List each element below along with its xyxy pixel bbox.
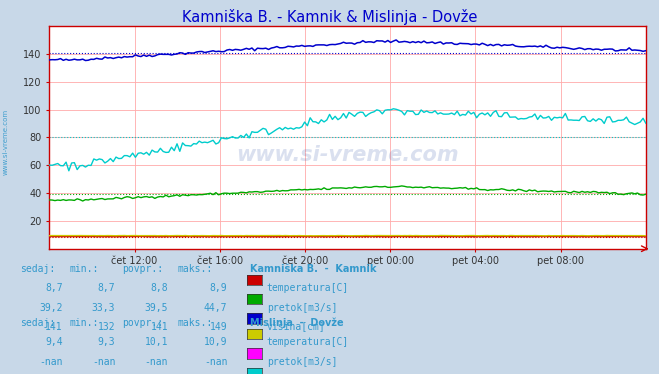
Text: Mislinja  -  Dovže: Mislinja - Dovže [250, 318, 344, 328]
Text: 10,1: 10,1 [144, 337, 168, 347]
Text: sedaj:: sedaj: [20, 264, 55, 274]
Text: 8,9: 8,9 [210, 283, 227, 293]
Text: min.:: min.: [69, 318, 99, 328]
Text: 8,7: 8,7 [98, 283, 115, 293]
Text: -nan: -nan [144, 357, 168, 367]
Text: maks.:: maks.: [178, 318, 213, 328]
Text: 39,5: 39,5 [144, 303, 168, 313]
Text: 9,4: 9,4 [45, 337, 63, 347]
Text: maks.:: maks.: [178, 264, 213, 274]
Text: 149: 149 [210, 322, 227, 332]
Text: temperatura[C]: temperatura[C] [267, 283, 349, 293]
Text: temperatura[C]: temperatura[C] [267, 337, 349, 347]
Text: višina[cm]: višina[cm] [267, 322, 326, 332]
Text: 141: 141 [150, 322, 168, 332]
Text: sedaj:: sedaj: [20, 318, 55, 328]
Text: 39,2: 39,2 [39, 303, 63, 313]
Text: www.si-vreme.com: www.si-vreme.com [2, 109, 9, 175]
Text: 141: 141 [45, 322, 63, 332]
Text: povpr.:: povpr.: [122, 318, 163, 328]
Text: povpr.:: povpr.: [122, 264, 163, 274]
Text: 44,7: 44,7 [204, 303, 227, 313]
Text: www.si-vreme.com: www.si-vreme.com [237, 145, 459, 165]
Text: 33,3: 33,3 [92, 303, 115, 313]
Text: 10,9: 10,9 [204, 337, 227, 347]
Text: 8,7: 8,7 [45, 283, 63, 293]
Text: 132: 132 [98, 322, 115, 332]
Text: pretok[m3/s]: pretok[m3/s] [267, 303, 337, 313]
Text: -nan: -nan [92, 357, 115, 367]
Text: Kamniška B.  -  Kamnik: Kamniška B. - Kamnik [250, 264, 377, 274]
Text: -nan: -nan [39, 357, 63, 367]
Text: pretok[m3/s]: pretok[m3/s] [267, 357, 337, 367]
Text: -nan: -nan [204, 357, 227, 367]
Text: min.:: min.: [69, 264, 99, 274]
Text: 9,3: 9,3 [98, 337, 115, 347]
Text: 8,8: 8,8 [150, 283, 168, 293]
Text: Kamniška B. - Kamnik & Mislinja - Dovže: Kamniška B. - Kamnik & Mislinja - Dovže [182, 9, 477, 25]
